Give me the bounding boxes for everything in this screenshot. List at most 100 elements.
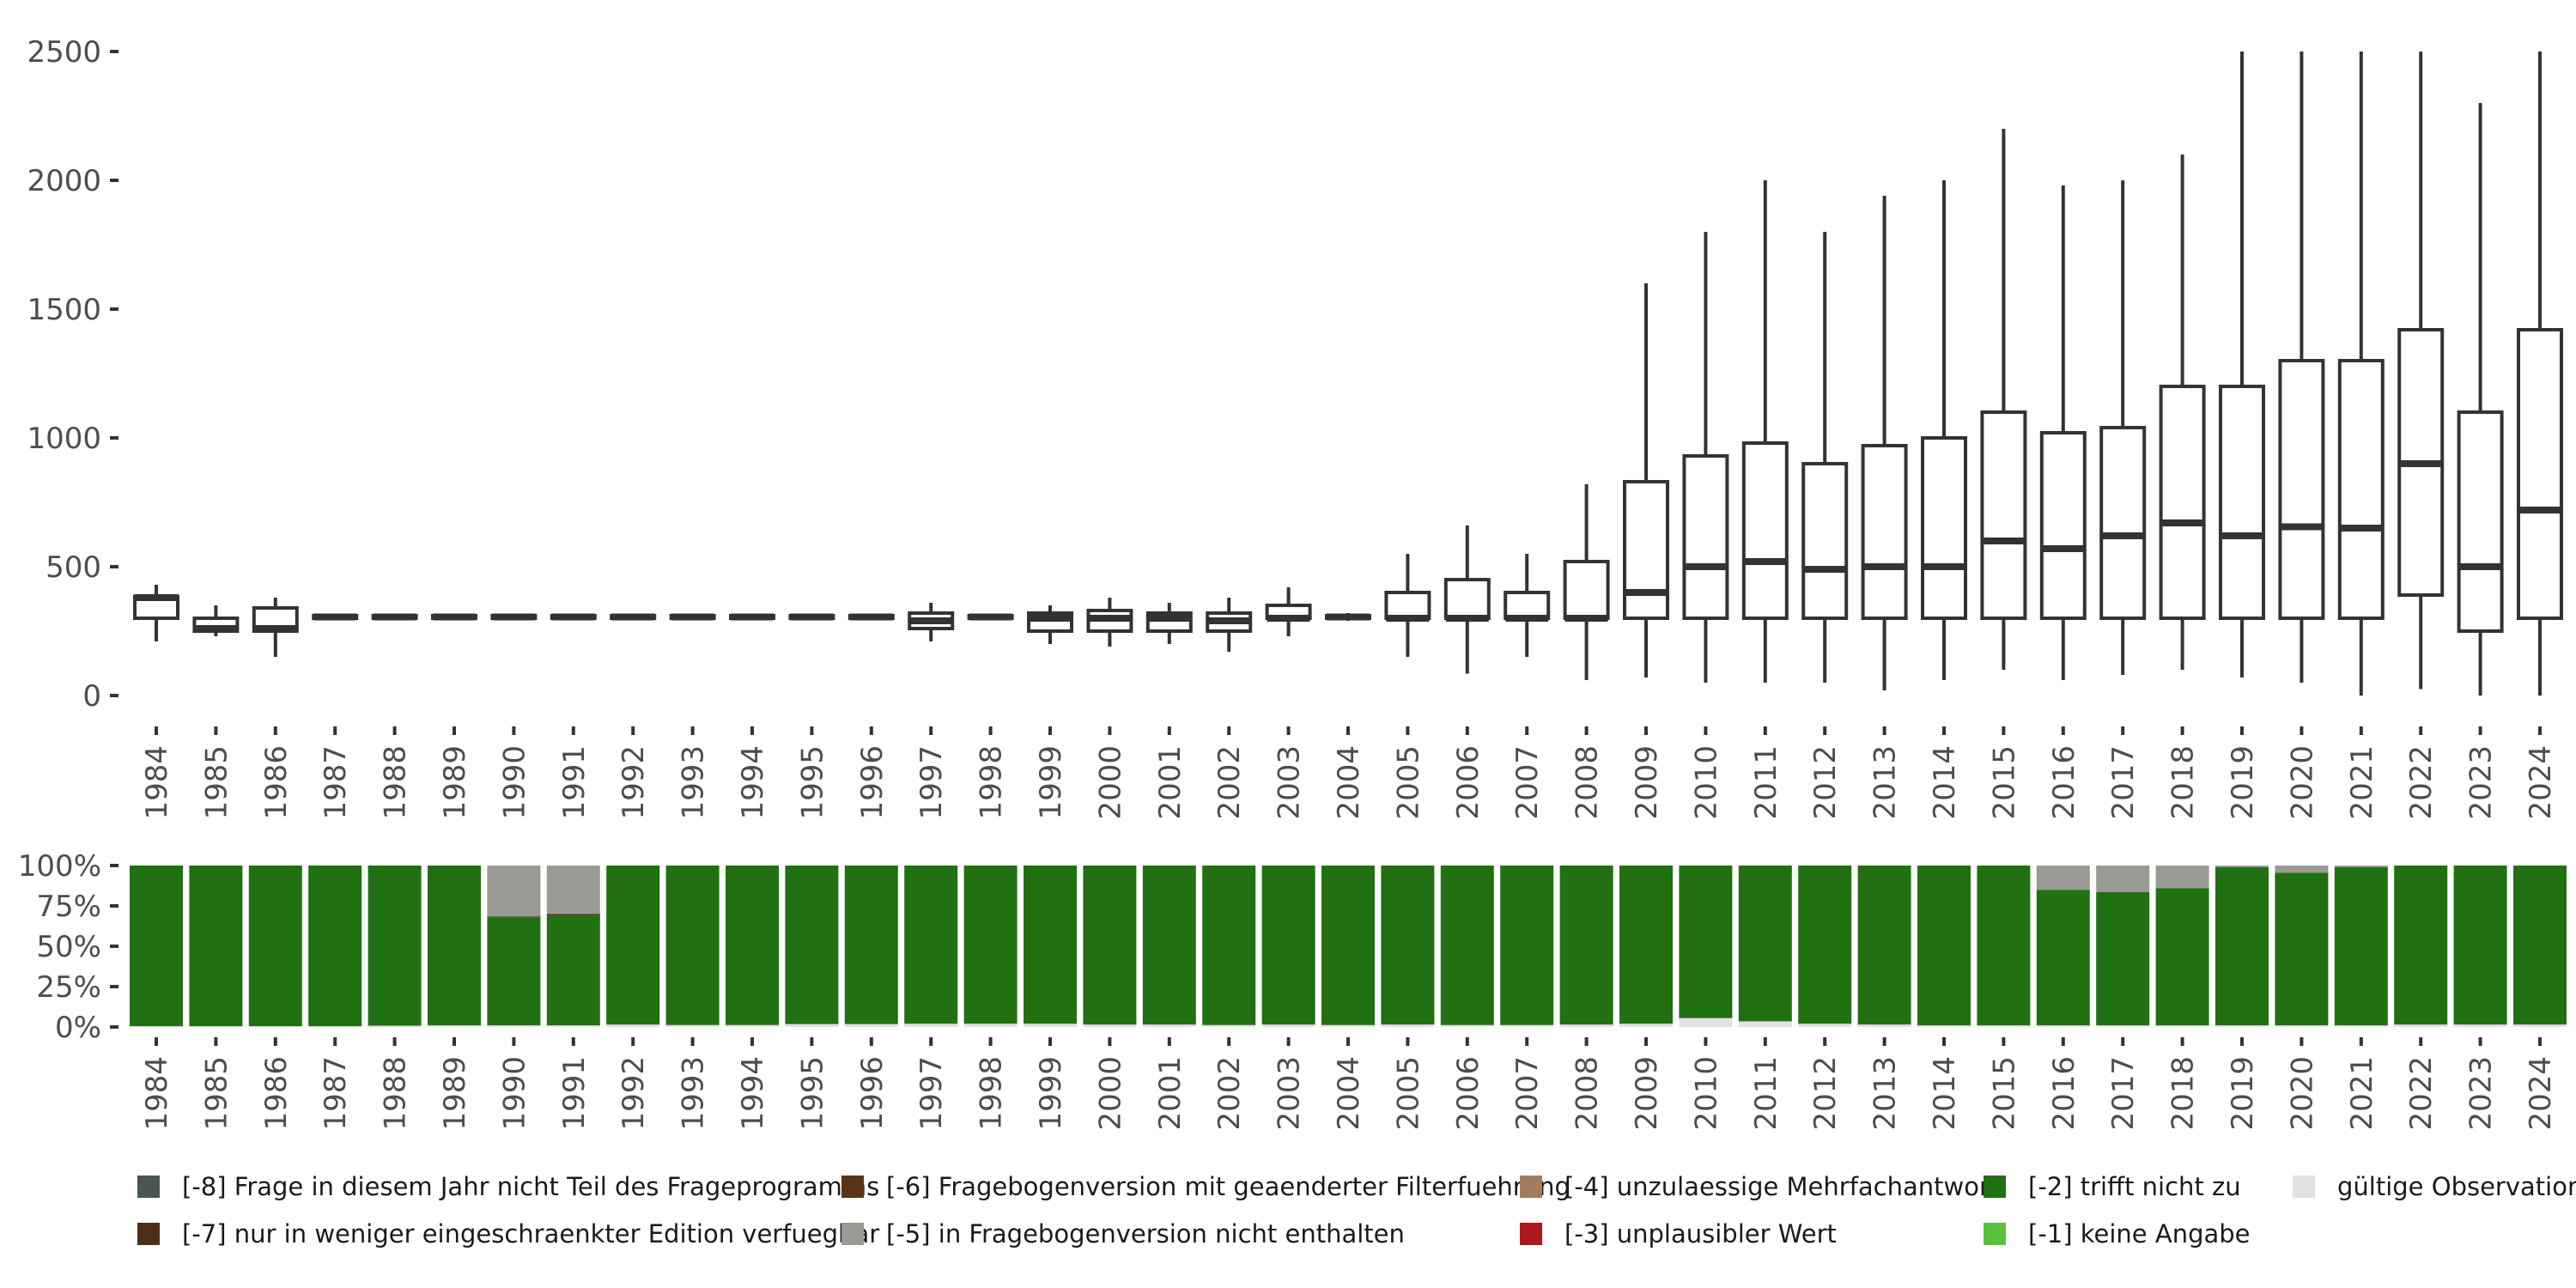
legend-swatch bbox=[1520, 1223, 1542, 1245]
legend-item: [-8] Frage in diesem Jahr nicht Teil des… bbox=[137, 1170, 879, 1204]
x-tick-label: 1993 bbox=[677, 1056, 711, 1131]
bar-segment bbox=[2275, 872, 2329, 1026]
box bbox=[1563, 560, 1610, 620]
x-tick-label: 2005 bbox=[1391, 745, 1425, 820]
bar-segment bbox=[1440, 866, 1494, 1025]
x-tick-label: 2013 bbox=[1868, 1056, 1903, 1131]
box bbox=[2278, 359, 2325, 620]
x-tick-label: 2000 bbox=[1093, 745, 1127, 820]
legend-swatch bbox=[1984, 1176, 2006, 1198]
x-tick-label: 2018 bbox=[2166, 1056, 2201, 1131]
bar-segment bbox=[904, 1024, 958, 1027]
legend-label: [-6] Fragebogenversion mit geaenderter F… bbox=[886, 1172, 1571, 1201]
x-tick-label: 1991 bbox=[557, 745, 592, 820]
x-tick-label: 2020 bbox=[2285, 1056, 2319, 1131]
x-tick-label: 2000 bbox=[1093, 1056, 1127, 1131]
bar-segment bbox=[2215, 1025, 2269, 1027]
bar-segment bbox=[1142, 866, 1196, 1025]
x-tick-label: 2004 bbox=[1332, 1056, 1366, 1131]
bar-segment bbox=[1261, 866, 1315, 1025]
x-tick-label: 1989 bbox=[438, 745, 472, 820]
x-tick-label: 1994 bbox=[736, 745, 770, 820]
x-tick-label: 1997 bbox=[914, 745, 949, 820]
x-tick-label: 1984 bbox=[140, 1056, 174, 1131]
x-tick-label: 1989 bbox=[438, 1056, 472, 1131]
x-tick-label: 2012 bbox=[1808, 1056, 1843, 1131]
bar-segment bbox=[2036, 890, 2090, 1026]
x-tick-label: 2001 bbox=[1153, 745, 1188, 820]
x-tick-label: 2017 bbox=[2106, 1056, 2141, 1131]
x-tick-label: 2018 bbox=[2166, 745, 2201, 820]
bar-segment bbox=[2036, 1025, 2090, 1027]
bar-segment bbox=[487, 866, 541, 917]
x-tick-label: 1998 bbox=[975, 745, 1009, 820]
x-tick-label: 1987 bbox=[319, 1056, 353, 1131]
y-tick-label: 100% bbox=[18, 849, 101, 884]
legend-label: [-2] trifft nicht zu bbox=[2028, 1172, 2241, 1201]
x-tick-label: 1984 bbox=[140, 745, 174, 820]
legend-swatch bbox=[137, 1223, 160, 1245]
x-tick-label: 2009 bbox=[1630, 745, 1664, 820]
x-tick-label: 2008 bbox=[1571, 1056, 1605, 1131]
bar-segment bbox=[1738, 1021, 1792, 1027]
bar-segment bbox=[606, 1024, 660, 1027]
y-tick-label: 50% bbox=[36, 930, 101, 964]
x-tick-label: 2021 bbox=[2345, 745, 2379, 820]
x-tick-label: 2020 bbox=[2285, 745, 2319, 820]
bar-segment bbox=[308, 866, 362, 1027]
bar-segment bbox=[726, 866, 779, 1025]
y-tick-label: 1500 bbox=[27, 293, 101, 327]
legend-label: gültige Observationen bbox=[2337, 1172, 2576, 1201]
bar-segment bbox=[189, 866, 243, 1027]
x-tick-label: 2006 bbox=[1451, 745, 1485, 820]
legend-item: [-1] keine Angabe bbox=[1984, 1217, 2251, 1251]
x-tick-label: 2001 bbox=[1153, 1056, 1188, 1131]
box bbox=[2099, 426, 2147, 620]
bar-segment bbox=[2036, 866, 2090, 890]
bar-segment bbox=[665, 866, 720, 1025]
bar-segment bbox=[2334, 866, 2388, 867]
bar-segment bbox=[2096, 866, 2150, 893]
legend-item: [-6] Fragebogenversion mit geaenderter F… bbox=[841, 1170, 1571, 1204]
bar-segment bbox=[2394, 1024, 2448, 1027]
bar-segment bbox=[428, 866, 481, 1026]
x-tick-label: 2014 bbox=[1928, 1056, 1962, 1131]
bar-segment bbox=[546, 1025, 600, 1027]
box bbox=[2457, 410, 2504, 633]
x-tick-label: 1999 bbox=[1034, 745, 1068, 820]
x-tick-label: 2015 bbox=[1987, 745, 2021, 820]
x-tick-label: 2021 bbox=[2345, 1056, 2379, 1131]
x-tick-label: 1985 bbox=[199, 745, 234, 820]
legend-swatch bbox=[841, 1223, 864, 1245]
bar-segment bbox=[189, 1026, 243, 1027]
bar-segment bbox=[1559, 1024, 1613, 1027]
bar-segment bbox=[487, 917, 541, 1026]
bar-segment bbox=[785, 866, 839, 1024]
bar-segment bbox=[1500, 1024, 1554, 1027]
bar-segment bbox=[1679, 1018, 1733, 1027]
bar-segment bbox=[1321, 866, 1375, 1025]
legend-label: [-5] in Fragebogenversion nicht enthalte… bbox=[886, 1219, 1405, 1249]
bar-segment bbox=[546, 914, 600, 916]
bar-segment bbox=[487, 1025, 541, 1027]
bar-segment bbox=[1142, 1024, 1196, 1027]
bar-segment bbox=[2453, 1024, 2507, 1027]
bar-segment bbox=[248, 1026, 302, 1027]
bar-segment bbox=[2334, 866, 2388, 1026]
x-tick-label: 2017 bbox=[2106, 745, 2141, 820]
box bbox=[2039, 431, 2087, 620]
bar-segment bbox=[1202, 866, 1256, 1025]
x-tick-label: 2022 bbox=[2404, 1056, 2439, 1131]
bar-segment bbox=[1679, 866, 1733, 1018]
box bbox=[1623, 480, 1669, 620]
legend-swatch bbox=[2293, 1176, 2315, 1198]
bar-segment bbox=[2155, 888, 2209, 1026]
legend-item: [-5] in Fragebogenversion nicht enthalte… bbox=[841, 1217, 1405, 1251]
legend-swatch bbox=[1520, 1176, 1542, 1198]
box bbox=[2159, 385, 2206, 620]
x-tick-label: 2012 bbox=[1808, 745, 1843, 820]
bar-segment bbox=[1917, 1025, 1971, 1027]
y-tick-label: 0% bbox=[55, 1011, 101, 1045]
bar-segment bbox=[1857, 866, 1911, 1025]
